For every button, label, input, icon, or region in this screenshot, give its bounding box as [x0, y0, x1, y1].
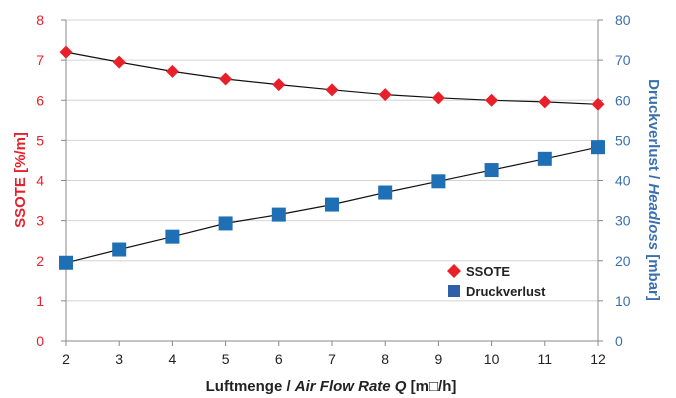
x-tick-label: 12 — [590, 351, 606, 367]
y-axis-right-label-unit: [mbar] — [645, 250, 662, 301]
x-tick-label: 11 — [538, 351, 553, 367]
y-right-tick-label: 30 — [615, 213, 631, 229]
data-point-druckverlust — [218, 216, 233, 231]
y-right-tick-label: 0 — [615, 333, 623, 349]
data-point-druckverlust — [112, 242, 127, 257]
y-left-tick-label: 3 — [36, 213, 44, 229]
y-axis-right-label-italic: Headloss — [645, 183, 662, 250]
data-point-ssote — [431, 91, 445, 105]
data-point-ssote — [538, 95, 552, 109]
x-tick-label: 8 — [381, 351, 389, 367]
x-tick-label: 10 — [484, 351, 500, 367]
data-point-druckverlust — [325, 197, 339, 212]
axes — [61, 19, 603, 346]
y-left-tick-label: 6 — [36, 92, 44, 108]
x-tick-label: 4 — [169, 351, 177, 367]
y-axis-right-label-main: Druckverlust / — [645, 79, 662, 183]
x-tick-label: 2 — [62, 351, 70, 367]
y-left-tick-label: 8 — [36, 12, 44, 28]
data-point-ssote — [378, 88, 392, 102]
data-point-ssote — [325, 83, 339, 97]
data-point-druckverlust — [431, 174, 446, 189]
legend-marker-druckverlust — [448, 285, 460, 297]
y-right-tick-label: 40 — [615, 173, 631, 189]
data-point-druckverlust — [59, 255, 73, 270]
data-point-druckverlust — [165, 229, 180, 244]
legend: SSOTE Druckverlust — [447, 264, 546, 299]
x-tick-label: 7 — [328, 351, 336, 367]
x-tick-label: 6 — [275, 351, 283, 367]
data-point-druckverlust — [271, 207, 286, 222]
data-point-ssote — [59, 45, 73, 59]
y-right-tick-label: 50 — [615, 132, 631, 148]
x-tick-label: 9 — [435, 351, 443, 367]
data-point-druckverlust — [537, 151, 552, 166]
data-point-ssote — [219, 72, 233, 86]
data-point-druckverlust — [591, 140, 605, 155]
y-axis-left-label: SSOTE [%/m] — [12, 132, 29, 228]
x-axis-label: Luftmenge / Air Flow Rate Q [m□/h] — [206, 378, 457, 395]
y-right-tick-label: 60 — [615, 92, 631, 108]
legend-marker-ssote — [447, 264, 461, 278]
data-point-druckverlust — [378, 185, 393, 200]
y-right-tick-label: 20 — [615, 253, 631, 269]
y-left-tick-label: 2 — [36, 253, 44, 269]
data-point-ssote — [165, 64, 179, 78]
data-point-druckverlust — [484, 163, 499, 178]
legend-label-druckverlust: Druckverlust — [466, 284, 546, 299]
y-left-tick-label: 1 — [36, 293, 44, 309]
data-point-ssote — [112, 55, 126, 69]
x-tick-label: 5 — [222, 351, 230, 367]
data-point-ssote — [591, 97, 605, 111]
x-axis-label-main: Luftmenge / — [206, 378, 295, 395]
y-left-tick-label: 4 — [36, 173, 44, 189]
x-tick-label: 3 — [115, 351, 123, 367]
x-axis-label-italic: Air Flow Rate Q — [294, 378, 407, 395]
y-axis-right-label: Druckverlust / Headloss [mbar] — [645, 79, 662, 301]
y-left-tick-label: 5 — [36, 132, 44, 148]
y-right-tick-label: 80 — [615, 12, 631, 28]
data-point-ssote — [485, 93, 499, 107]
y-left-tick-label: 0 — [36, 333, 44, 349]
data-point-ssote — [272, 78, 286, 92]
y-right-tick-label: 70 — [615, 52, 631, 68]
grid — [66, 19, 598, 302]
y-left-tick-label: 7 — [36, 52, 44, 68]
data-points — [59, 45, 605, 270]
legend-label-ssote: SSOTE — [466, 264, 510, 279]
x-axis-label-unit: [m□/h] — [406, 378, 456, 395]
y-right-tick-label: 10 — [615, 293, 631, 309]
